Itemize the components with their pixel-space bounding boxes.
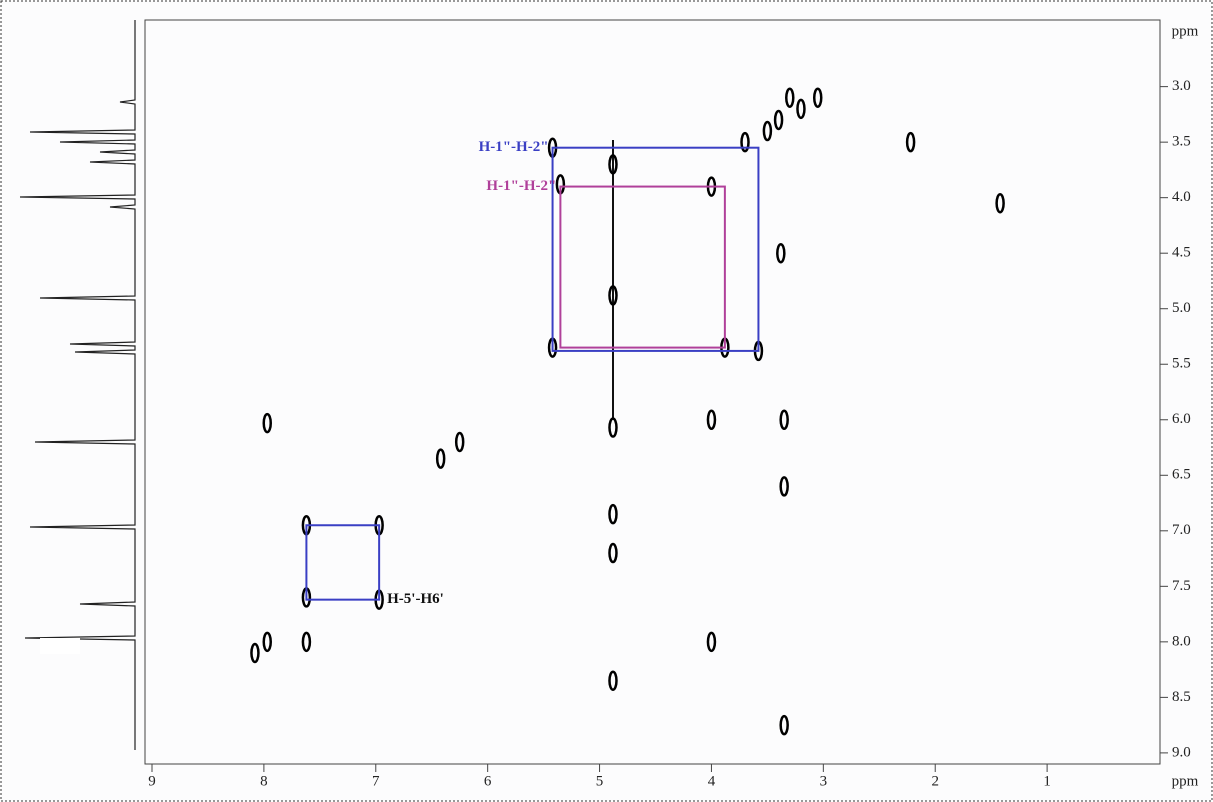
- x-tick-label: 2: [931, 773, 939, 789]
- y-tick-label: 5.0: [1172, 300, 1191, 316]
- cross-peak: [608, 670, 618, 691]
- cross-peak: [706, 631, 717, 653]
- y-tick-label: 8.5: [1172, 689, 1191, 705]
- cross-peak: [779, 476, 789, 497]
- correlation-box: [559, 185, 726, 349]
- y-tick-label: 6.5: [1172, 467, 1191, 483]
- x-tick-label: 8: [260, 773, 268, 789]
- box-label: H-1"-H-2": [479, 139, 549, 155]
- projection-spectrum: [19, 20, 136, 750]
- cross-peak: [785, 87, 795, 108]
- correlation-box: [551, 146, 760, 352]
- cross-peak: [435, 448, 446, 469]
- cross-peak: [706, 409, 717, 431]
- y-tick-label: 4.5: [1172, 245, 1191, 261]
- correlation-box: [305, 524, 381, 601]
- y-tick-label: 3.5: [1172, 134, 1191, 150]
- cross-peak: [608, 542, 618, 564]
- x-tick-label: 7: [372, 773, 380, 789]
- cross-peak: [608, 503, 618, 525]
- x-tick-label: 1: [1043, 773, 1051, 789]
- y-tick-label: 5.5: [1172, 356, 1191, 372]
- cross-peak: [608, 285, 618, 306]
- cross-peak: [776, 242, 786, 264]
- y-tick-label: 7.5: [1172, 578, 1191, 594]
- cross-peak: [250, 642, 260, 664]
- y-tick-label: 7.0: [1172, 522, 1191, 538]
- y-tick-label: 4.0: [1172, 189, 1191, 205]
- cross-peak: [762, 120, 773, 142]
- y-tick-label: 9.0: [1172, 744, 1191, 760]
- cross-peak: [812, 87, 823, 108]
- cross-peak: [608, 154, 618, 175]
- cross-peak: [262, 412, 272, 434]
- cross-peak: [779, 714, 789, 736]
- cross-peak: [779, 409, 789, 431]
- x-tick-label: 4: [708, 773, 716, 789]
- x-tick-label: 5: [596, 773, 604, 789]
- y-axis-label: ppm: [1172, 23, 1199, 39]
- cross-peak: [454, 431, 465, 453]
- x-tick-label: 9: [148, 773, 156, 789]
- box-label: H-1"-H-2": [486, 178, 556, 194]
- x-tick-label: 3: [820, 773, 828, 789]
- cross-peak: [995, 192, 1005, 214]
- x-tick-label: 6: [484, 773, 492, 789]
- blank-patch: [40, 638, 80, 654]
- y-tick-label: 6.0: [1172, 411, 1191, 427]
- cross-peak: [301, 631, 312, 653]
- plot-frame: [144, 19, 1161, 765]
- cross-peak: [773, 109, 784, 131]
- cross-peak: [905, 131, 916, 153]
- box-label: H-5'-H6': [387, 591, 444, 607]
- cross-peak: [740, 131, 750, 153]
- cross-peak: [262, 631, 272, 653]
- x-axis-label: ppm: [1172, 773, 1199, 789]
- cross-peak: [796, 98, 806, 120]
- cross-peak: [608, 417, 618, 438]
- y-tick-label: 8.0: [1172, 633, 1191, 649]
- y-tick-label: 3.0: [1172, 78, 1191, 94]
